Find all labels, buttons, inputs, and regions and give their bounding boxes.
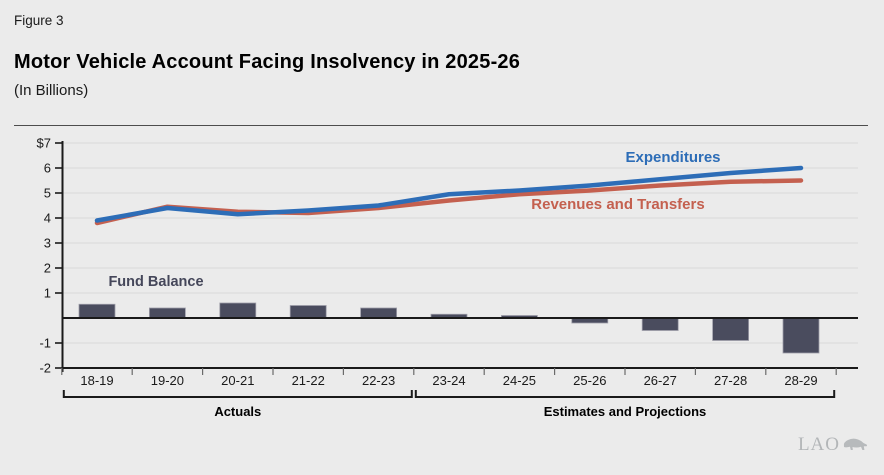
bear-icon [843, 438, 868, 450]
fund-balance-bar [289, 305, 327, 319]
figure-label: Figure 3 [14, 13, 64, 28]
revenues-label: Revenues and Transfers [531, 196, 704, 213]
group-label: Estimates and Projections [544, 404, 707, 419]
y-tick-label: 4 [44, 211, 51, 226]
y-tick-label: -2 [39, 361, 51, 376]
x-tick-label: 24-25 [503, 373, 536, 388]
y-tick-label: 2 [44, 261, 51, 276]
x-tick-label: 21-22 [292, 373, 325, 388]
group-bracket [414, 390, 836, 398]
lao-logo-text: LAO [797, 434, 840, 455]
fund-balance-bar [782, 317, 820, 354]
x-tick-label: 22-23 [362, 373, 395, 388]
x-tick-label: 23-24 [432, 373, 465, 388]
x-tick-label: 26-27 [644, 373, 677, 388]
x-tick-label: 18-19 [80, 373, 113, 388]
page-title: Motor Vehicle Account Facing Insolvency … [14, 51, 521, 73]
subtitle: (In Billions) [14, 82, 89, 99]
group-label: Actuals [214, 404, 261, 419]
fund-balance-bar [219, 302, 257, 319]
y-tick-label: $7 [37, 136, 51, 151]
expenditures-label: Expenditures [625, 149, 720, 166]
x-tick-label: 20-21 [221, 373, 254, 388]
y-tick-label: -1 [39, 336, 51, 351]
y-tick-label: 6 [44, 161, 51, 176]
fund-balance-bar [78, 303, 116, 319]
fund-balance-bar [148, 307, 186, 319]
lao-logo: LAO [798, 434, 868, 456]
x-tick-label: 25-26 [573, 373, 606, 388]
x-tick-label: 19-20 [151, 373, 184, 388]
y-tick-label: 3 [44, 236, 51, 251]
fund-balance-bar [360, 307, 398, 319]
fund-balance-bar [641, 317, 679, 331]
y-tick-label: 5 [44, 186, 51, 201]
header-divider [14, 125, 868, 126]
group-bracket [62, 390, 413, 398]
x-tick-label: 28-29 [784, 373, 817, 388]
x-tick-label: 27-28 [714, 373, 747, 388]
fund-balance-bar [712, 317, 749, 341]
fund-balance-label: Fund Balance [108, 274, 203, 290]
y-tick-label: 1 [44, 286, 51, 301]
expenditures-line [94, 165, 804, 223]
